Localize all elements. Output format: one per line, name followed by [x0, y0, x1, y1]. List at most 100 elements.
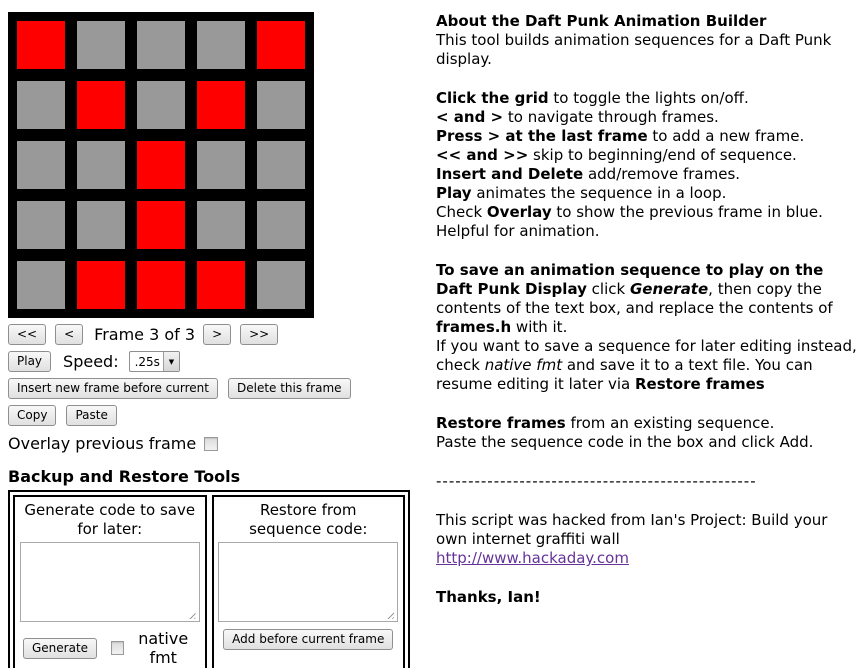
native-fmt-label: native fmt	[138, 629, 189, 667]
grid-cell[interactable]	[17, 81, 65, 129]
save-text1: click	[586, 280, 630, 298]
restore-paragraph: Restore frames from an existing sequence…	[436, 414, 860, 452]
save-text4: If you want to save a sequence for later…	[436, 337, 857, 374]
usage-skip-bold: << and >>	[436, 146, 529, 164]
frame-edit-row: Insert new frame before current Delete t…	[8, 378, 428, 399]
save-italic2: native fmt	[484, 356, 563, 374]
grid-cell[interactable]	[197, 21, 245, 69]
about-title: About the Daft Punk Animation Builder	[436, 12, 767, 30]
grid-cell[interactable]	[77, 21, 125, 69]
about-column: About the Daft Punk Animation Builder Th…	[428, 12, 860, 668]
usage-click-text: to toggle the lights on/off.	[548, 89, 749, 107]
save-text3: with it.	[511, 318, 568, 336]
grid-cell[interactable]	[17, 21, 65, 69]
grid-cell[interactable]	[77, 141, 125, 189]
usage-play-bold: Play	[436, 184, 472, 202]
usage-press-bold: Press > at the last frame	[436, 127, 648, 145]
grid-cell[interactable]	[137, 141, 185, 189]
grid-cell[interactable]	[197, 141, 245, 189]
editor-column: << < Frame 3 of 3 > >> Play Speed: .25s …	[8, 12, 428, 668]
chevron-down-icon[interactable]: ▼	[162, 352, 179, 371]
play-button[interactable]: Play	[8, 351, 52, 372]
led-grid	[8, 12, 314, 318]
usage-nav-bold: < and >	[436, 108, 504, 126]
hackaday-link[interactable]: http://www.hackaday.com	[436, 549, 629, 567]
restore-panel: Restore from sequence code: Add before c…	[211, 495, 405, 668]
generate-panel: Generate code to save for later: Generat…	[13, 495, 207, 668]
speed-select-value: .25s	[134, 355, 160, 369]
usage-check-bold: Overlay	[486, 203, 552, 221]
grid-cell[interactable]	[137, 81, 185, 129]
add-before-current-frame-button[interactable]: Add before current frame	[223, 629, 394, 650]
save-italic1: Generate	[629, 280, 709, 298]
speed-select[interactable]: .25s ▼	[128, 351, 180, 372]
save-bold2: frames.h	[436, 318, 512, 336]
copy-button[interactable]: Copy	[8, 405, 57, 426]
delete-frame-button[interactable]: Delete this frame	[227, 378, 351, 399]
restore-text1: from an existing sequence.	[565, 414, 775, 432]
grid-cell[interactable]	[137, 201, 185, 249]
usage-play-text: animates the sequence in a loop.	[471, 184, 727, 202]
generate-controls: Generate native fmt	[19, 629, 201, 667]
backup-heading: Backup and Restore Tools	[8, 467, 241, 486]
usage-insdel-text: add/remove frames.	[583, 165, 741, 183]
about-intro: This tool builds animation sequences for…	[436, 31, 832, 68]
restore-text2: Paste the sequence code in the box and c…	[436, 433, 814, 451]
restore-panel-title: Restore from sequence code:	[249, 501, 368, 538]
divider: ----------------------------------------…	[436, 472, 757, 490]
backup-restore-box: Generate code to save for later: Generat…	[8, 490, 410, 668]
clipboard-row: Copy Paste	[8, 405, 428, 426]
grid-cell[interactable]	[197, 201, 245, 249]
frame-counter: Frame 3 of 3	[94, 325, 196, 344]
grid-cell[interactable]	[77, 201, 125, 249]
restore-code-textarea[interactable]	[218, 542, 399, 622]
credits-paragraph: This script was hacked from Ian's Projec…	[436, 511, 860, 568]
save-paragraph: To save an animation sequence to play on…	[436, 261, 860, 394]
grid-cell[interactable]	[257, 141, 305, 189]
grid-cell[interactable]	[257, 21, 305, 69]
grid-cell[interactable]	[197, 81, 245, 129]
about-intro-paragraph: About the Daft Punk Animation Builder Th…	[436, 12, 860, 69]
usage-insdel-bold: Insert and Delete	[436, 165, 584, 183]
usage-press-text: to add a new frame.	[647, 127, 805, 145]
frame-navigation: << < Frame 3 of 3 > >>	[8, 324, 428, 345]
grid-cell[interactable]	[137, 21, 185, 69]
generate-panel-title: Generate code to save for later:	[24, 501, 196, 538]
restore-controls: Add before current frame	[218, 629, 400, 650]
grid-cell[interactable]	[137, 261, 185, 309]
grid-cell[interactable]	[257, 201, 305, 249]
insert-frame-button[interactable]: Insert new frame before current	[8, 378, 218, 399]
credits-text: This script was hacked from Ian's Projec…	[436, 511, 828, 548]
last-frame-button[interactable]: >>	[240, 324, 279, 345]
grid-cell[interactable]	[17, 141, 65, 189]
usage-nav-text: to navigate through frames.	[503, 108, 719, 126]
native-fmt-checkbox[interactable]	[111, 641, 124, 655]
overlay-checkbox[interactable]	[204, 437, 219, 451]
overlay-label: Overlay previous frame	[8, 434, 197, 453]
grid-cell[interactable]	[257, 261, 305, 309]
grid-cell[interactable]	[17, 201, 65, 249]
grid-cell[interactable]	[197, 261, 245, 309]
usage-check-text2: to show the previous frame in blue. Help…	[436, 203, 823, 240]
overlay-row: Overlay previous frame	[8, 434, 428, 453]
grid-cell[interactable]	[17, 261, 65, 309]
first-frame-button[interactable]: <<	[8, 324, 47, 345]
usage-paragraph: Click the grid to toggle the lights on/o…	[436, 89, 860, 241]
grid-cell[interactable]	[257, 81, 305, 129]
next-frame-button[interactable]: >	[203, 324, 232, 345]
restore-bold: Restore frames	[436, 414, 566, 432]
speed-label: Speed:	[63, 352, 119, 371]
prev-frame-button[interactable]: <	[55, 324, 84, 345]
usage-check-text1: Check	[436, 203, 487, 221]
usage-skip-text: skip to beginning/end of sequence.	[528, 146, 797, 164]
paste-button[interactable]: Paste	[66, 405, 117, 426]
save-bold1: To save an animation sequence to play on…	[436, 261, 824, 298]
playback-row: Play Speed: .25s ▼	[8, 351, 428, 372]
save-bold3: Restore frames	[634, 375, 765, 393]
generate-button[interactable]: Generate	[23, 637, 98, 659]
grid-cell[interactable]	[77, 81, 125, 129]
thanks-line: Thanks, Ian!	[436, 588, 541, 606]
generate-code-textarea[interactable]	[19, 542, 200, 622]
grid-cell[interactable]	[77, 261, 125, 309]
